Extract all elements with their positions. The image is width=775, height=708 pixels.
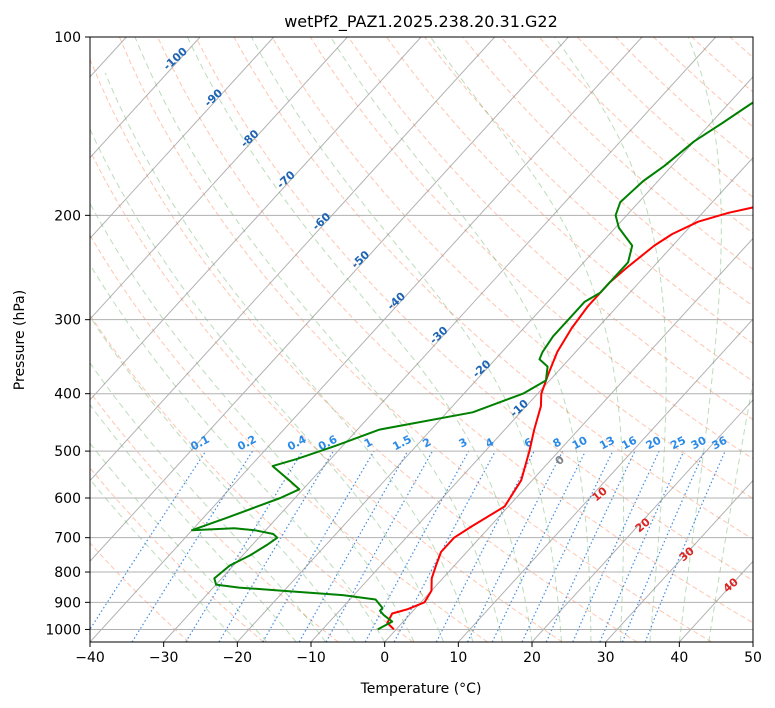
dry-adiabat-line (309, 37, 753, 460)
y-tick-label: 500 (54, 444, 81, 460)
mixing-ratio-label: 13 (597, 434, 617, 453)
isotherm-line (236, 76, 753, 642)
isotherm-line (605, 479, 753, 642)
moist-adiabat-line (134, 37, 503, 642)
x-axis-ticks: −40 −30 −20 −10 0 10 20 30 40 50 (75, 642, 762, 666)
y-tick-label: 700 (54, 531, 81, 547)
moist-adiabat-line (90, 315, 356, 642)
mixing-ratio-line (599, 450, 685, 642)
dry-adiabat-line (386, 37, 753, 382)
chart-title: wetPf2_PAZ1.2025.238.20.31.G22 (284, 12, 558, 32)
y-axis-ticks: 100 200 300 400 500 600 700 800 900 1000 (45, 30, 90, 638)
skewed-isotherms (90, 37, 753, 642)
isotherm-line (310, 156, 753, 642)
moist-adiabat-line (186, 37, 533, 642)
dry-adiabat-line (424, 37, 753, 344)
plot-area: -100-90-80-70-60-50-40-30-20-100.1 0.2 0.4… (90, 37, 753, 642)
plot-frame (89, 36, 754, 643)
isotherm-line (457, 318, 753, 642)
x-tick-label: 10 (449, 650, 467, 666)
mixing-ratio-line (325, 450, 434, 642)
isotherm-line (90, 37, 201, 159)
dry-adiabat-line (195, 37, 753, 582)
mixing-ratio-label: 16 (619, 434, 639, 453)
moist-adiabat-line (430, 37, 625, 642)
moist-adiabat-line (90, 362, 327, 642)
mixing-ratio-label: 10 (570, 433, 590, 452)
x-tick-label: −40 (75, 650, 105, 666)
dry-adiabat-line (90, 149, 563, 642)
y-tick-label: 300 (54, 313, 81, 329)
isotherm-line (90, 37, 496, 482)
x-tick-label: 0 (380, 650, 389, 666)
profile-series (191, 101, 753, 631)
isotherm-line (90, 37, 275, 240)
temperature-profile-line (386, 206, 753, 631)
moist-adiabat-line (330, 37, 592, 642)
isotherm-line (531, 399, 753, 642)
mixing-ratio-line (131, 450, 254, 642)
isotherm-line (384, 237, 753, 642)
x-tick-label: 20 (523, 650, 541, 666)
isotherm-line (90, 37, 348, 320)
dewpoint-profile-line (191, 101, 753, 631)
mixing-ratio-line (572, 450, 660, 642)
mixing-ratio-line (364, 450, 470, 642)
isotherm-line (163, 37, 717, 642)
mixing-ratio-line (90, 450, 207, 631)
x-tick-label: −10 (296, 650, 326, 666)
x-tick-label: 50 (744, 650, 762, 666)
mixing-ratio-line (185, 450, 304, 642)
mixing-ratio-line (466, 450, 564, 642)
y-tick-label: 200 (54, 208, 81, 224)
isotherm-line (90, 37, 643, 642)
mixing-ratio-label: 30 (689, 434, 709, 453)
mixing-ratio-lines (90, 450, 726, 642)
moist-adiabats (90, 37, 753, 642)
x-tick-label: 40 (670, 650, 688, 666)
mixing-ratio-line (393, 450, 496, 642)
dry-adiabat-line (157, 37, 753, 624)
dry-adiabat-line (271, 37, 753, 500)
moist-adiabat-line (250, 37, 562, 642)
y-tick-label: 900 (54, 595, 81, 611)
isotherm-line (90, 37, 422, 401)
y-tick-label: 100 (54, 30, 81, 46)
y-tick-label: 800 (54, 565, 81, 581)
y-tick-label: 600 (54, 491, 81, 507)
y-tick-label: 400 (54, 387, 81, 403)
x-tick-label: 30 (597, 650, 615, 666)
dry-adiabat-line (90, 58, 638, 642)
y-axis-label: Pressure (hPa) (12, 290, 28, 390)
mixing-ratio-label: 25 (668, 434, 688, 453)
moist-adiabat-line (90, 263, 386, 642)
dry-adiabat-line (90, 313, 414, 642)
moist-adiabat-line (708, 379, 753, 642)
mixing-ratio-line (621, 450, 705, 642)
moist-adiabat-line (90, 202, 415, 642)
moist-adiabat-line (104, 72, 474, 642)
isotherm-line (90, 37, 569, 563)
y-tick-label: 1000 (45, 622, 81, 638)
mixing-ratio-label: 20 (644, 433, 664, 452)
x-tick-label: −30 (149, 650, 179, 666)
mixing-ratio-label: 36 (710, 434, 730, 453)
x-axis-label: Temperature (°C) (360, 681, 482, 697)
moist-adiabat-line (90, 403, 297, 642)
moist-adiabat-line (554, 37, 667, 642)
isobar-gridlines (90, 37, 753, 630)
x-tick-label: −20 (223, 650, 253, 666)
moist-adiabat-line (678, 37, 722, 642)
